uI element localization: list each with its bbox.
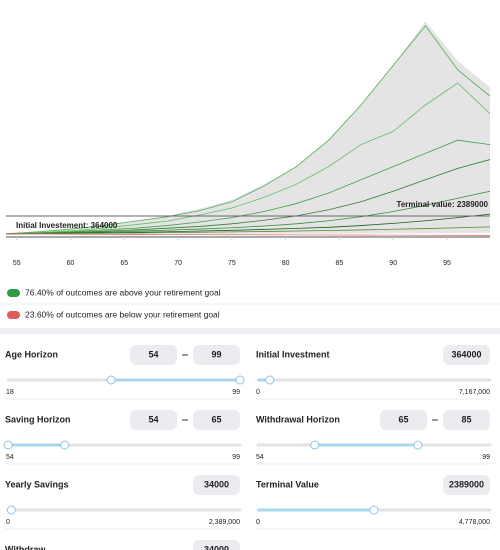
control-label: Age Horizon: [5, 349, 58, 359]
simulation-line: [5, 82, 491, 235]
legend-text: 76.40% of outcomes are above your retire…: [25, 287, 221, 297]
slider-handle: [106, 375, 116, 385]
simulation-line: [5, 25, 491, 235]
slider-min: 54: [256, 454, 264, 461]
slider-min: 54: [6, 454, 14, 461]
slider-min: 18: [6, 389, 14, 396]
value-text: 54: [148, 349, 158, 359]
x-tick-label: 95: [443, 260, 451, 267]
value-box: [443, 475, 490, 495]
x-tick-label: 90: [389, 260, 397, 267]
x-tick-label: 85: [336, 260, 344, 267]
control-label: Saving Horizon: [5, 414, 71, 424]
value-text: 364000: [451, 349, 481, 359]
control-label: Terminal Value: [256, 479, 319, 489]
value-text: 54: [148, 414, 158, 424]
value-text: 85: [461, 414, 471, 424]
value-box: [443, 345, 490, 365]
value-text: 2389000: [449, 479, 484, 489]
slider-max: 7,167,000: [459, 389, 490, 396]
slider-handle: [235, 375, 245, 385]
simulation-line: [5, 233, 491, 236]
value-box: [130, 345, 177, 365]
slider-max: 99: [232, 454, 240, 461]
value-text: 65: [398, 414, 408, 424]
simulation-line: [5, 226, 491, 235]
legend-swatch: [7, 289, 20, 297]
annotation: Terminal value: 2389000: [397, 200, 489, 209]
simulation-line: [5, 139, 491, 235]
simulation-line: [5, 190, 491, 235]
slider-handle: [369, 505, 379, 515]
value-text: 65: [211, 414, 221, 424]
value-box: [193, 540, 240, 550]
value-box: [193, 345, 240, 365]
x-tick-label: 60: [67, 260, 75, 267]
annotation: Initial Investement: 364000: [16, 221, 118, 230]
outcome-envelope: [6, 21, 490, 235]
slider-min: 0: [6, 519, 10, 526]
x-tick-label: 80: [282, 260, 290, 267]
slider-handle: [60, 440, 70, 450]
slider-min: 0: [256, 519, 260, 526]
slider-handle: [3, 440, 13, 450]
value-text: 99: [211, 349, 221, 359]
value-box: [193, 410, 240, 430]
slider-max: 99: [232, 389, 240, 396]
value-text: 34000: [204, 544, 229, 550]
control-label: Withdrawal Horizon: [256, 414, 340, 424]
value-box: [443, 410, 490, 430]
control-label: Withdraw: [5, 544, 46, 550]
x-tick-label: 65: [120, 260, 128, 267]
legend-swatch: [7, 311, 20, 319]
legend-text: 23.60% of outcomes are below your retire…: [25, 309, 220, 319]
x-tick-label: 75: [228, 260, 236, 267]
x-tick-label: 55: [13, 260, 21, 267]
control-label: Initial Investment: [256, 349, 330, 359]
slider-handle: [310, 440, 320, 450]
slider-max: 99: [482, 454, 490, 461]
x-tick-label: 70: [174, 260, 182, 267]
control-label: Yearly Savings: [5, 479, 69, 489]
slider-handle: [265, 375, 275, 385]
slider-max: 4,778,000: [459, 519, 490, 526]
value-text: 34000: [204, 479, 229, 489]
value-box: [380, 410, 427, 430]
value-box: [130, 410, 177, 430]
panel-separator: [0, 328, 500, 334]
slider-max: 2,389,000: [209, 519, 240, 526]
simulation-line: [5, 159, 491, 235]
slider-handle: [6, 505, 16, 515]
slider-handle: [413, 440, 423, 450]
value-box: [193, 475, 240, 495]
slider-min: 0: [256, 389, 260, 396]
